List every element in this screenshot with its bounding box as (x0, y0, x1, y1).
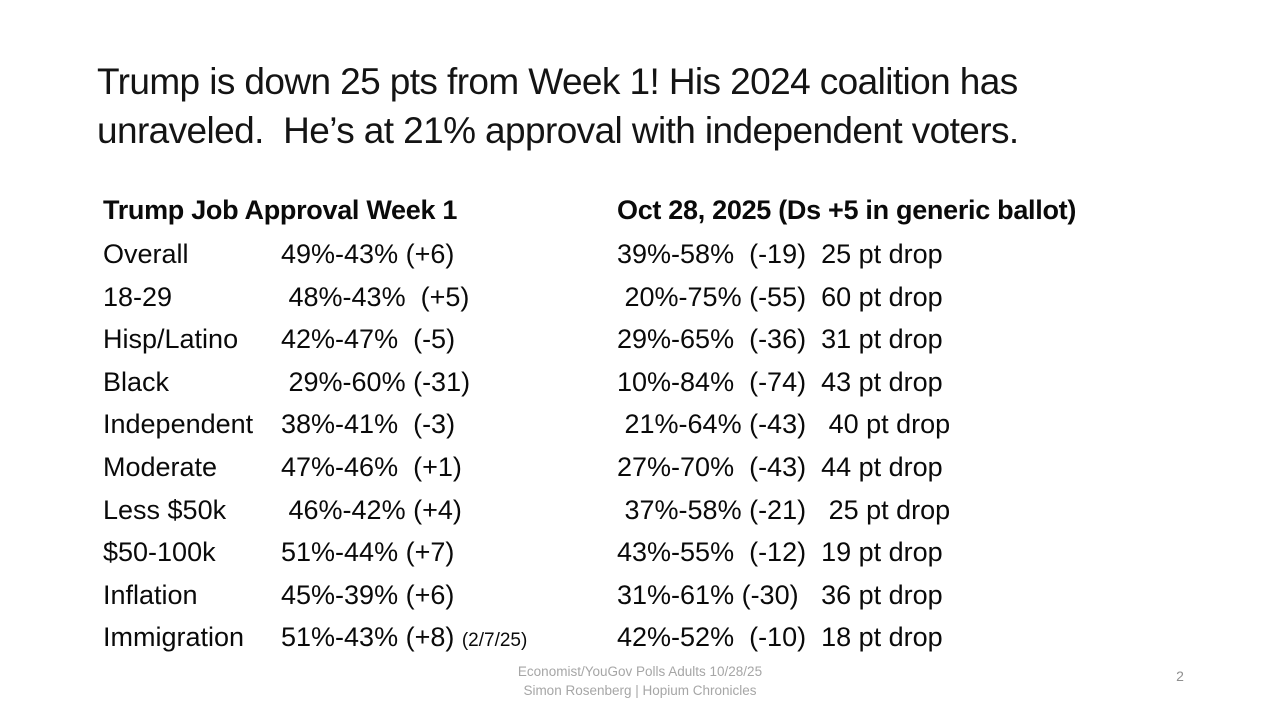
week1-column-header: Trump Job Approval Week 1 (103, 195, 458, 225)
row-oct28-value: 21%-64% (-43) 40 pt drop (617, 409, 951, 440)
oct28-column-header: Oct 28, 2025 (Ds +5 in generic ballot) (617, 195, 1077, 225)
slide-title-line-2: unraveled. He’s at 21% approval with ind… (97, 110, 1019, 151)
footer-credit: Economist/YouGov Polls Adults 10/28/25 S… (0, 662, 1280, 700)
row-group-label: $50-100k (103, 537, 216, 568)
row-oct28-value: 42%-52% (-10) 18 pt drop (617, 622, 943, 653)
table-row: Independent 38%-41% (-3) 21%-64% (-43) 40… (103, 403, 1193, 446)
table-header-row: Trump Job Approval Week 1 Oct 28, 2025 (… (103, 189, 1193, 233)
row-oct28-value: 31%-61% (-30) 36 pt drop (617, 579, 943, 610)
row-oct28-value: 43%-55% (-12) 19 pt drop (617, 537, 943, 568)
row-week1-value: 46%-42% (+4) (281, 494, 462, 525)
footer-source-line: Economist/YouGov Polls Adults 10/28/25 (517, 664, 763, 679)
row-group-label: Black (103, 366, 170, 397)
row-week1-value: 42%-47% (-5) (281, 324, 456, 355)
row-group-label: Hisp/Latino (103, 324, 239, 355)
table-row: Overall 49%-43% (+6) 39%-58% (-19) 25 pt d… (103, 233, 1193, 276)
row-week1-value: 49%-43% (+6) (281, 239, 455, 269)
row-week1-value: 51%-43% (+8) (2/7/25) (281, 616, 527, 663)
row-date-note: (2/7/25) (461, 630, 528, 652)
slide-title: Trump is down 25 pts from Week 1! His 20… (97, 57, 1019, 155)
table-row: Hisp/Latino 42%-47% (-5) 29%-65% (-36) 31 … (103, 318, 1193, 361)
table-body: Overall 49%-43% (+6) 39%-58% (-19) 25 pt d… (103, 233, 1193, 659)
slide-title-line-1: Trump is down 25 pts from Week 1! His 20… (97, 61, 1018, 102)
row-group-label: Overall (103, 239, 189, 269)
row-week1-value: 38%-41% (-3) (281, 409, 456, 440)
table-row: Black 29%-60% (-31) 10%-84% (-74) 43 pt d… (103, 361, 1193, 404)
row-oct28-value: 20%-75% (-55) 60 pt drop (617, 281, 943, 312)
row-group-label: Immigration (103, 622, 245, 653)
row-oct28-value: 10%-84% (-74) 43 pt drop (617, 366, 943, 397)
row-week1-value: 51%-44% (+7) (281, 537, 455, 568)
table-row: 18-29 48%-43% (+5) 20%-75% (-55) 60 pt d… (103, 276, 1193, 319)
table-row: $50-100k 51%-44% (+7) 43%-55% (-12) 19 pt … (103, 531, 1193, 574)
row-group-label: 18-29 (103, 281, 173, 312)
table-row: Moderate 47%-46% (+1) 27%-70% (-43) 44 pt … (103, 446, 1193, 489)
approval-comparison-table: Trump Job Approval Week 1 Oct 28, 2025 (… (103, 189, 1193, 659)
table-row: Inflation 45%-39% (+6) 31%-61% (-30) 36 pt… (103, 574, 1193, 617)
row-oct28-value: 27%-70% (-43) 44 pt drop (617, 451, 943, 482)
row-week1-value: 45%-39% (+6) (281, 579, 455, 610)
footer-author-line: Simon Rosenberg | Hopium Chronicles (523, 683, 757, 698)
row-group-label: Moderate (103, 451, 218, 482)
row-oct28-value: 37%-58% (-21) 25 pt drop (617, 494, 951, 525)
row-group-label: Less $50k (103, 494, 227, 525)
row-group-label: Inflation (103, 579, 198, 610)
table-row: Less $50k 46%-42% (+4) 37%-58% (-21) 25 … (103, 489, 1193, 532)
row-group-label: Independent (103, 409, 254, 440)
row-week1-value: 47%-46% (+1) (281, 451, 462, 482)
row-week1-value: 29%-60% (-31) (281, 366, 471, 397)
row-oct28-value: 39%-58% (-19) 25 pt drop (617, 239, 943, 269)
row-oct28-value: 29%-65% (-36) 31 pt drop (617, 324, 943, 355)
table-row: Immigration 51%-43% (+8) (2/7/25) 42%-52% … (103, 616, 1193, 659)
row-week1-value: 48%-43% (+5) (281, 281, 470, 312)
page-number: 2 (1176, 668, 1184, 684)
row-week1-value-main: 51%-43% (+8) (281, 622, 462, 653)
